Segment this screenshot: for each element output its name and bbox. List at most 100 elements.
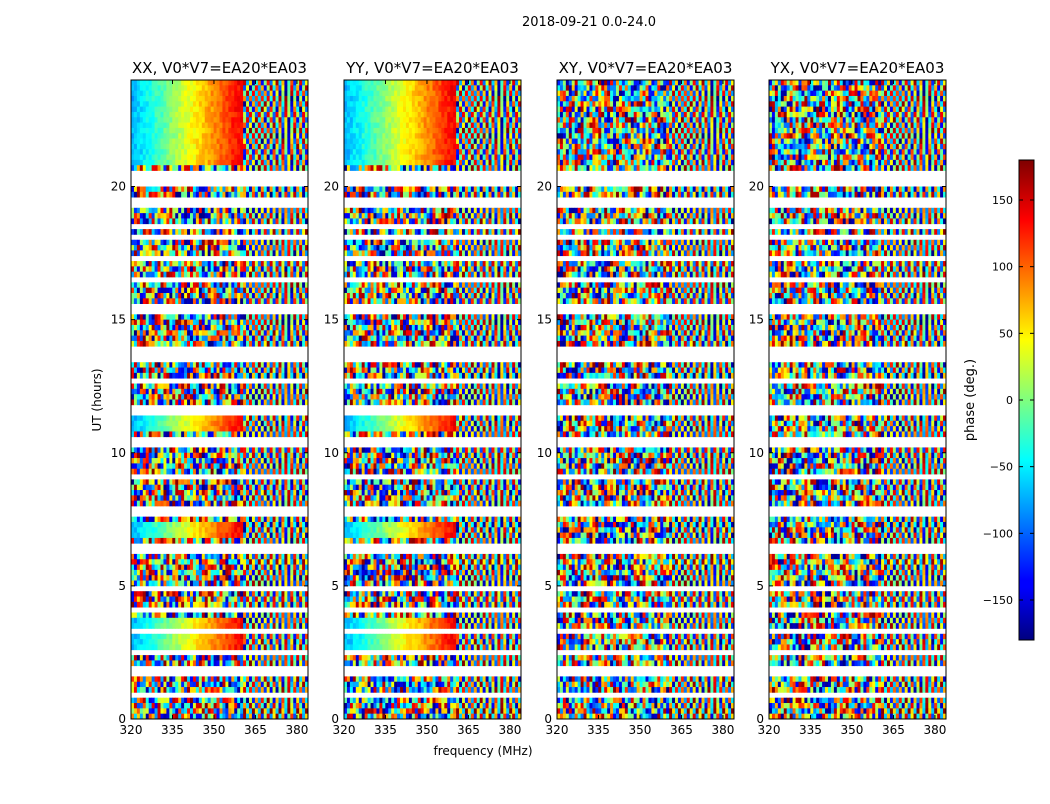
heatmap-cell: [163, 362, 167, 368]
heatmap-cell: [198, 95, 203, 102]
heatmap-cell: [249, 676, 253, 683]
heatmap-cell: [231, 372, 235, 379]
heatmap-cell: [192, 266, 197, 273]
heatmap-cell: [198, 218, 203, 225]
heatmap-cell: [154, 431, 158, 438]
heatmap-cell: [266, 287, 270, 294]
heatmap-cell: [207, 388, 211, 395]
heatmap-cell: [275, 633, 279, 640]
heatmap-cell: [187, 122, 191, 129]
heatmap-cell: [190, 495, 194, 502]
heatmap-cell: [222, 90, 226, 97]
heatmap-cell: [299, 452, 303, 459]
heatmap-cell: [249, 569, 253, 576]
heatmap-cell: [284, 106, 288, 113]
heatmap-cell: [204, 90, 209, 97]
heatmap-cell: [257, 330, 262, 336]
heatmap-cell: [136, 330, 141, 336]
heatmap-cell: [240, 633, 244, 640]
heatmap-cell: [169, 133, 173, 139]
heatmap-cell: [237, 239, 241, 246]
heatmap-cell: [131, 644, 135, 651]
heatmap-cell: [237, 383, 241, 390]
heatmap-cell: [207, 532, 211, 539]
heatmap-cell: [163, 314, 167, 320]
heatmap-cell: [213, 431, 217, 438]
heatmap-cell: [299, 495, 303, 502]
heatmap-cell: [213, 468, 217, 475]
heatmap-cell: [131, 388, 135, 395]
heatmap-cell: [139, 191, 144, 198]
heatmap-cell: [198, 479, 203, 486]
heatmap-cell: [278, 266, 282, 273]
heatmap-cell: [190, 532, 194, 539]
heatmap-cell: [249, 564, 253, 571]
heatmap-cell: [131, 484, 135, 491]
heatmap-cell: [234, 143, 238, 150]
heatmap-cell: [163, 644, 167, 651]
heatmap-cell: [201, 149, 206, 155]
heatmap-cell: [181, 80, 185, 86]
heatmap-cell: [192, 282, 197, 289]
heatmap-cell: [234, 287, 238, 294]
heatmap-cell: [243, 623, 247, 629]
heatmap-cell: [181, 516, 185, 523]
heatmap-cell: [160, 90, 164, 97]
heatmap-cell: [157, 644, 161, 651]
heatmap-cell: [151, 500, 155, 507]
heatmap-cell: [257, 250, 262, 257]
heatmap-cell: [163, 676, 167, 683]
heatmap-cell: [192, 314, 197, 320]
heatmap-cell: [166, 612, 170, 619]
heatmap-cell: [260, 218, 265, 225]
heatmap-cell: [234, 569, 238, 576]
heatmap-cell: [305, 186, 309, 193]
heatmap-cell: [257, 271, 262, 278]
heatmap-cell: [181, 95, 185, 102]
heatmap-cell: [172, 229, 176, 235]
heatmap-cell: [216, 186, 220, 193]
heatmap-cell: [278, 500, 282, 507]
heatmap-cell: [154, 495, 158, 502]
heatmap-cell: [299, 101, 303, 107]
heatmap-cell: [225, 127, 229, 134]
heatmap-cell: [266, 479, 270, 486]
heatmap-cell: [213, 165, 217, 171]
heatmap-cell: [163, 484, 167, 491]
heatmap-cell: [219, 564, 223, 571]
heatmap-cell: [195, 239, 200, 246]
heatmap-cell: [151, 80, 155, 86]
heatmap-cell: [145, 293, 150, 299]
heatmap-cell: [225, 191, 229, 198]
heatmap-cell: [154, 229, 158, 235]
heatmap-cell: [243, 335, 247, 342]
heatmap-cell: [246, 447, 250, 454]
heatmap-cell: [225, 532, 229, 539]
heatmap-cell: [260, 564, 265, 571]
heatmap-cell: [195, 117, 200, 123]
heatmap-cell: [148, 261, 152, 267]
heatmap-cell: [207, 266, 211, 273]
heatmap-cell: [139, 293, 144, 299]
heatmap-cell: [190, 138, 194, 145]
heatmap-cell: [257, 159, 262, 166]
heatmap-cell: [190, 623, 194, 629]
heatmap-cell: [246, 138, 250, 145]
heatmap-cell: [225, 623, 229, 629]
heatmap-cell: [154, 239, 158, 246]
heatmap-cell: [148, 431, 152, 438]
heatmap-cell: [228, 564, 232, 571]
heatmap-cell: [131, 324, 135, 331]
heatmap-cell: [136, 516, 141, 523]
heatmap-cell: [293, 495, 297, 502]
heatmap-cell: [169, 388, 173, 395]
heatmap-cell: [263, 191, 268, 198]
heatmap-cell: [157, 367, 161, 374]
heatmap-cell: [228, 458, 232, 464]
heatmap-cell: [195, 293, 200, 299]
heatmap-cell: [201, 399, 206, 406]
heatmap-cell: [263, 575, 268, 581]
heatmap-cell: [142, 80, 147, 86]
heatmap-cell: [237, 415, 241, 422]
heatmap-cell: [145, 287, 150, 294]
